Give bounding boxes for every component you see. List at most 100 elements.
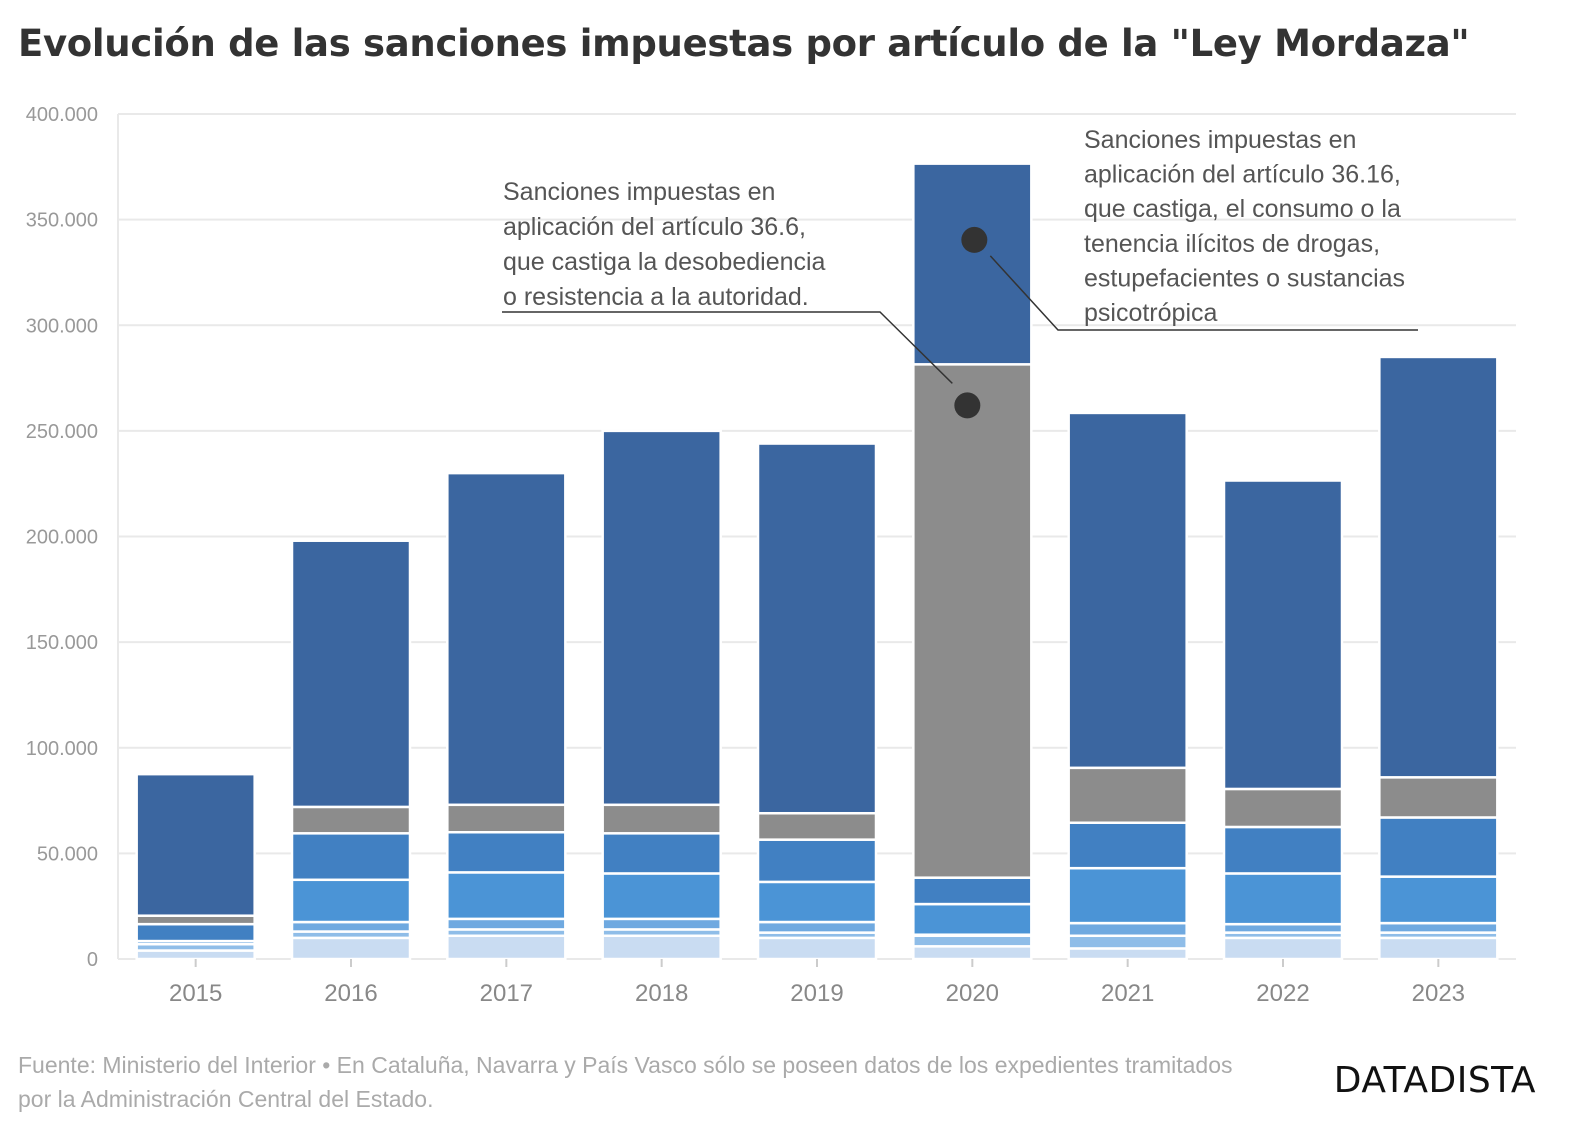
x-tick-label: 2015 bbox=[169, 980, 222, 1007]
bar-segment bbox=[601, 429, 722, 807]
y-tick-label: 350.000 bbox=[26, 210, 98, 232]
annotation-line: estupefacientes o sustancias bbox=[1084, 264, 1405, 292]
bar-segment bbox=[1378, 776, 1499, 819]
bar-segment bbox=[1222, 922, 1344, 934]
annotation-leader-36-6 bbox=[502, 311, 953, 384]
bar-segment bbox=[290, 878, 412, 924]
y-tick-label: 250.000 bbox=[26, 421, 98, 443]
bar-segment bbox=[446, 471, 567, 807]
bar-segment bbox=[1378, 875, 1499, 925]
bar-segment bbox=[135, 772, 256, 917]
bar-stack-2018 bbox=[601, 429, 722, 961]
bar-stack-2020 bbox=[912, 162, 1033, 961]
bar-segment bbox=[135, 922, 256, 943]
x-tick-label: 2018 bbox=[635, 980, 688, 1007]
x-tick-label: 2020 bbox=[946, 980, 999, 1007]
bar-segment bbox=[290, 920, 412, 933]
bar-stack-2022 bbox=[1222, 479, 1344, 961]
bar-segment bbox=[446, 831, 567, 874]
bar-segment bbox=[446, 803, 567, 834]
bar-stack-2021 bbox=[1067, 411, 1188, 961]
stacked-bar-chart: 0 50.000 100.000 150.000 200.000 250.000 300.0… bbox=[26, 104, 1516, 1007]
y-tick-label: 400.000 bbox=[26, 104, 98, 126]
x-tick-label: 2022 bbox=[1256, 980, 1309, 1007]
bar-stack-2017 bbox=[446, 471, 567, 961]
y-tick-label: 50.000 bbox=[37, 843, 98, 865]
bar-segment bbox=[1067, 947, 1188, 961]
bar-segment bbox=[1378, 816, 1499, 878]
bar-segment bbox=[1222, 872, 1344, 926]
bar-segment bbox=[290, 936, 412, 961]
bar-segment bbox=[912, 363, 1033, 879]
x-tick-label: 2023 bbox=[1412, 980, 1465, 1007]
annotation-marker-36-16 bbox=[961, 226, 988, 253]
bar-segment bbox=[756, 920, 878, 934]
bar-segment bbox=[1222, 479, 1344, 791]
bar-segment bbox=[446, 917, 567, 931]
bar-segment bbox=[290, 539, 412, 809]
annotation-line: que castiga, el consumo o la bbox=[1084, 195, 1401, 223]
bar-stack-2016 bbox=[290, 539, 412, 961]
bar-segment bbox=[135, 949, 256, 961]
annotation-line: Sanciones impuestas en bbox=[1084, 126, 1356, 154]
bar-segment bbox=[756, 936, 878, 961]
annotation-line: Sanciones impuestas en bbox=[503, 178, 775, 206]
bar-stack-2023 bbox=[1378, 355, 1499, 961]
bar-segment bbox=[601, 872, 722, 921]
x-axis-ticks: 2015 2016 2017 2018 2019 2020 2021 2022 2023 bbox=[169, 959, 1465, 1007]
bar-segment bbox=[1222, 825, 1344, 875]
x-tick-label: 2021 bbox=[1101, 980, 1154, 1007]
bar-stack-2019 bbox=[756, 442, 878, 961]
annotations: Sanciones impuestas en aplicación del art… bbox=[502, 126, 1418, 419]
annotation-line: tenencia ilícitos de drogas, bbox=[1084, 230, 1380, 258]
annotation-marker-36-6 bbox=[954, 392, 981, 419]
bar-segment bbox=[912, 934, 1033, 948]
bars bbox=[135, 162, 1499, 961]
bar-segment bbox=[1067, 866, 1188, 925]
bar-segment bbox=[1067, 821, 1188, 870]
bar-segment bbox=[446, 871, 567, 921]
bar-segment bbox=[912, 945, 1033, 961]
x-tick-label: 2017 bbox=[480, 980, 533, 1007]
bar-segment bbox=[290, 805, 412, 835]
annotation-article-36-16: Sanciones impuestas en aplicación del art… bbox=[1084, 126, 1405, 327]
bar-segment bbox=[601, 832, 722, 875]
y-tick-label: 150.000 bbox=[26, 632, 98, 654]
annotation-line: psicotrópica bbox=[1084, 299, 1217, 327]
source-note: Fuente: Ministerio del Interior • En Cat… bbox=[18, 1052, 1233, 1112]
bar-segment bbox=[1378, 355, 1499, 779]
bar-segment bbox=[1067, 411, 1188, 770]
annotation-leader-36-16 bbox=[989, 255, 1418, 331]
bar-segment bbox=[756, 811, 878, 841]
bar-segment bbox=[1222, 936, 1344, 961]
annotation-article-36-6: Sanciones impuestas en aplicación del art… bbox=[503, 178, 826, 311]
annotation-line: o resistencia a la autoridad. bbox=[503, 283, 809, 311]
bar-segment bbox=[601, 934, 722, 961]
y-axis-ticks: 0 50.000 100.000 150.000 200.000 250.000 300.0… bbox=[26, 104, 98, 971]
bar-segment bbox=[912, 876, 1033, 906]
bar-segment bbox=[1067, 934, 1188, 950]
annotation-line: que castiga la desobediencia bbox=[503, 248, 826, 276]
bar-segment bbox=[912, 902, 1033, 936]
bar-segment bbox=[1067, 766, 1188, 824]
y-tick-label: 100.000 bbox=[26, 738, 98, 760]
bar-segment bbox=[756, 880, 878, 924]
bar-segment bbox=[756, 838, 878, 884]
bar-segment bbox=[446, 934, 567, 961]
annotation-line: aplicación del artículo 36.16, bbox=[1084, 161, 1401, 189]
bar-segment bbox=[1067, 921, 1188, 938]
bar-segment bbox=[1222, 787, 1344, 829]
bar-segment bbox=[1378, 921, 1499, 934]
chart-title: Evolución de las sanciones impuestas por… bbox=[18, 22, 1470, 65]
bar-segment bbox=[290, 832, 412, 882]
bar-segment bbox=[756, 442, 878, 815]
y-tick-label: 0 bbox=[87, 949, 98, 971]
bar-segment bbox=[1378, 936, 1499, 961]
bar-segment bbox=[135, 914, 256, 926]
annotation-line: aplicación del artículo 36.6, bbox=[503, 213, 806, 241]
bar-segment bbox=[601, 917, 722, 931]
datadista-logo: DATADISTA bbox=[1333, 1060, 1536, 1101]
bar-stack-2015 bbox=[135, 772, 256, 961]
y-tick-label: 300.000 bbox=[26, 315, 98, 337]
bar-segment bbox=[912, 162, 1033, 366]
